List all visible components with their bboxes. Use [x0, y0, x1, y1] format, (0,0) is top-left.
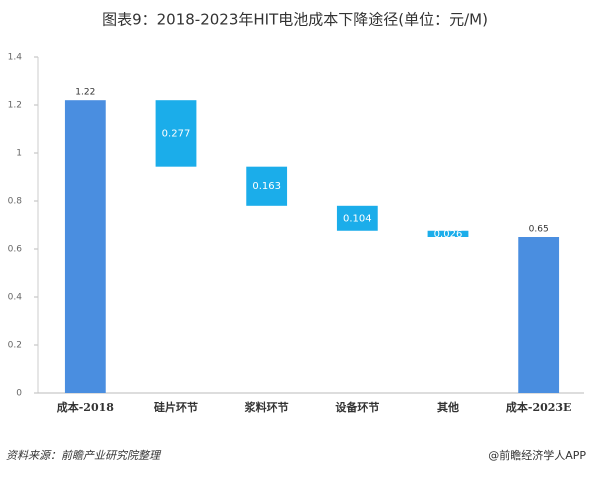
- chart-title: 图表9：2018-2023年HIT电池成本下降途径(单位：元/M): [102, 11, 488, 29]
- x-tick-label: 浆料环节: [245, 400, 289, 414]
- change-bar: [427, 230, 469, 237]
- x-tick-label: 其他: [437, 400, 459, 414]
- total-bar: [518, 237, 560, 393]
- x-tick-label: 成本-2023E: [506, 400, 572, 414]
- y-tick-label: 1: [16, 149, 22, 159]
- x-tick-label: 设备环节: [335, 400, 379, 414]
- data-label: 0.65: [529, 225, 549, 235]
- data-label: 0.026: [434, 229, 463, 240]
- source: 资料来源：前瞻产业研究院整理: [6, 449, 162, 462]
- y-tick-label: 0: [16, 389, 22, 399]
- total-bar: [64, 100, 106, 393]
- y-tick-label: 0.8: [8, 197, 23, 207]
- x-tick-label: 硅片环节: [154, 400, 198, 414]
- y-tick-label: 0.4: [8, 293, 23, 303]
- y-tick-label: 0.2: [8, 341, 22, 351]
- x-tick-label: 成本-2018: [57, 400, 115, 414]
- data-label: 0.104: [343, 213, 372, 224]
- credit: @前瞻经济学人APP: [488, 448, 586, 462]
- change-bar: [155, 100, 197, 167]
- data-label: 0.163: [252, 181, 281, 192]
- data-label: 0.277: [162, 128, 191, 139]
- y-tick-label: 1.2: [8, 101, 22, 111]
- data-label: 1.22: [75, 88, 95, 98]
- y-tick-label: 1.4: [8, 53, 23, 63]
- change-bar: [246, 166, 288, 206]
- change-bar: [336, 205, 378, 231]
- y-tick-label: 0.6: [8, 245, 23, 255]
